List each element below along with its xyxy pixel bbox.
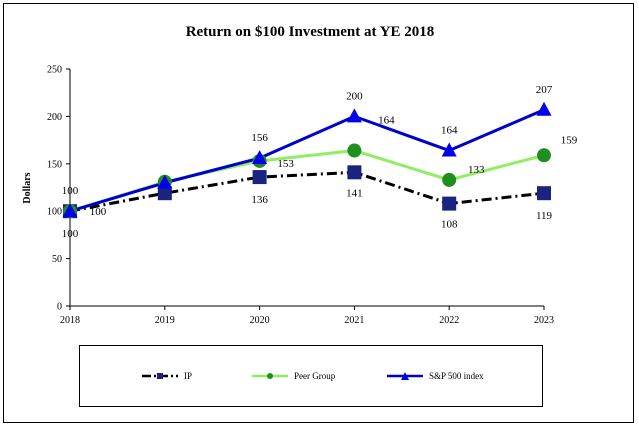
y-tick-label: 50 — [52, 254, 62, 265]
data-label: 141 — [346, 187, 363, 199]
legend-label-ip: IP — [184, 371, 193, 381]
data-label: 133 — [468, 164, 485, 176]
legend-item-sp500: S&P 500 index — [385, 368, 484, 384]
legend-item-peer-group: Peer Group — [250, 368, 335, 384]
x-tick-label: 2018 — [60, 315, 80, 326]
data-point-sp500 — [346, 108, 362, 123]
data-label: 136 — [251, 194, 268, 206]
data-point-sp500 — [252, 150, 268, 165]
chart-legend: IP Peer Group S&P 500 index — [79, 345, 543, 407]
data-label: 164 — [378, 115, 395, 127]
data-label: 100 — [62, 185, 79, 197]
y-tick-label: 100 — [47, 207, 62, 218]
y-tick-label: 200 — [47, 112, 62, 123]
data-label: 108 — [441, 219, 458, 231]
data-point-sp500 — [441, 142, 457, 157]
data-label: 119 — [536, 210, 553, 222]
data-label: 207 — [536, 84, 553, 96]
chart-title: Return on $100 Investment at YE 2018 — [185, 24, 435, 40]
data-point-ip — [537, 186, 551, 201]
data-label: 200 — [346, 90, 363, 102]
legend-swatch-sp500 — [387, 372, 423, 380]
data-label: 164 — [441, 125, 458, 137]
series-line-2 — [69, 108, 545, 213]
data-point-peer-group — [442, 172, 457, 187]
data-point-ip — [442, 196, 457, 211]
legend-swatch-ip — [142, 373, 178, 379]
y-tick-label: 250 — [47, 65, 62, 76]
data-point-ip — [347, 165, 362, 180]
data-label: 159 — [561, 134, 578, 146]
x-tick-label: 2019 — [155, 315, 175, 326]
data-label: 100 — [90, 206, 107, 218]
legend-swatch-peer-group — [252, 373, 288, 379]
legend-label-sp500: S&P 500 index — [429, 371, 484, 381]
series-line-0 — [69, 170, 545, 213]
x-tick-label: 2020 — [250, 315, 270, 326]
series-line-1 — [69, 149, 545, 213]
data-label: 153 — [277, 158, 294, 170]
legend-item-ip: IP — [140, 368, 192, 384]
x-tick-label: 2023 — [534, 315, 554, 326]
data-label: 156 — [251, 132, 268, 144]
data-point-sp500 — [62, 203, 78, 218]
legend-label-peer-group: Peer Group — [294, 371, 336, 381]
data-point-peer-group — [537, 148, 551, 163]
data-label: 100 — [62, 228, 79, 240]
data-point-ip — [157, 186, 172, 201]
data-point-ip — [252, 170, 267, 185]
y-tick-label: 0 — [57, 302, 62, 313]
data-point-peer-group — [347, 143, 362, 158]
data-point-sp500 — [536, 101, 552, 116]
y-tick-label: 150 — [47, 159, 62, 170]
data-point-sp500 — [157, 174, 173, 189]
x-tick-label: 2022 — [439, 315, 459, 326]
x-tick-label: 2021 — [344, 315, 364, 326]
y-axis-label: Dollars — [22, 172, 33, 203]
